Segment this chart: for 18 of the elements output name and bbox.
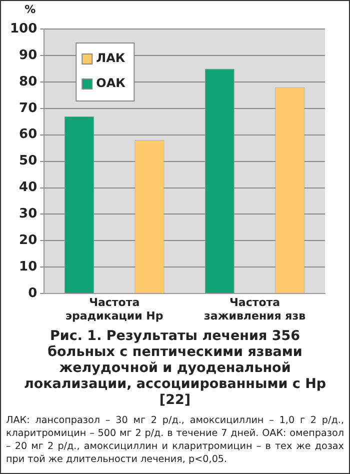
text: ЛАК: лансопразол – 30 мг 2 р/д., амоксициллин – 1,0 г 2 р/д., кларитромицин – 500 мг 2 р/д. в течение 7 дней. ОАК: омепразол – 20 мг 2 р/д., амоксициллин и кларитромицин – в тех же дозах при той же длительности лечения, p<0,05. [6, 414, 344, 466]
y-tick-label: 40 [19, 180, 38, 196]
legend-label: ЛАК [96, 51, 126, 66]
y-tick-label: 30 [19, 206, 38, 222]
y-axis-title: % [24, 3, 36, 16]
legend-label: ОАК [96, 76, 126, 90]
y-tick-label: 90 [19, 48, 38, 63]
y-tick-label: 0 [28, 286, 38, 301]
y-tick-label: 80 [19, 74, 38, 90]
y-tick-label: 100 [10, 21, 38, 36]
y-tick-label: 20 [19, 233, 38, 248]
y-tick-label: 70 [19, 100, 38, 116]
text: Рис. 1. Результаты лечения 356 больных с пептическими язвами желудочной и дуоденальной локализации, ассоциированными с Hp [22] [22, 328, 328, 408]
y-tick-label: 60 [19, 127, 38, 142]
y-tick-label: 50 [19, 154, 38, 169]
x-tick-label: Частота заживления язв [204, 296, 306, 322]
x-tick-label: Частота эрадикации Hp [65, 296, 164, 322]
y-tick-label: 10 [19, 260, 38, 275]
